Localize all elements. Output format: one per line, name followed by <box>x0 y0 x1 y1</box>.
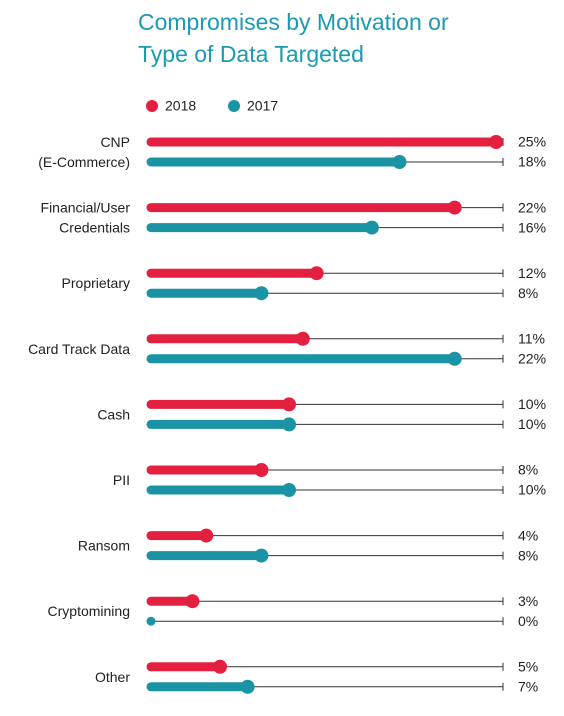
bar-end-dot <box>309 266 324 281</box>
value-label: 4% <box>518 527 538 543</box>
value-label: 8% <box>518 547 538 563</box>
value-label: 10% <box>518 396 546 412</box>
value-label: 3% <box>518 593 538 609</box>
bar-end-dot <box>489 135 504 149</box>
legend-label: 2017 <box>247 98 278 114</box>
chart-title: Compromises by Motivation or Type of Data… <box>138 9 449 67</box>
value-label: 22% <box>518 199 546 215</box>
bar-end-dot <box>295 331 310 346</box>
value-label: 22% <box>518 351 546 367</box>
legend-swatch <box>146 100 158 112</box>
value-label: 0% <box>518 613 538 629</box>
bar-end-dot <box>254 286 269 301</box>
category-label: Proprietary <box>62 275 130 291</box>
value-label: 8% <box>518 285 538 301</box>
category-label: Other <box>95 669 130 685</box>
bar-end-dot <box>392 155 407 169</box>
category-label: PII <box>113 472 130 488</box>
value-label: 7% <box>518 679 538 695</box>
value-label: 25% <box>518 134 546 150</box>
value-label: 8% <box>518 462 538 478</box>
category-label: Financial/User Credentials <box>41 199 131 235</box>
value-label: 18% <box>518 154 546 170</box>
category-label: Cash <box>97 406 130 422</box>
bar-end-dot <box>447 351 462 366</box>
bar-end-dot <box>254 463 269 477</box>
bar-end-dot <box>185 594 200 609</box>
category-label: Ransom <box>78 537 130 553</box>
category-label: Card Track Data <box>28 341 130 357</box>
bar-end-dot <box>364 220 379 235</box>
value-label: 16% <box>518 219 546 235</box>
value-label: 11% <box>518 331 545 347</box>
bar-end-dot <box>199 528 214 543</box>
bar-end-dot <box>282 417 297 432</box>
bar-end-dot <box>254 548 269 563</box>
bar-end-dot <box>447 200 462 215</box>
bar-end-dot <box>240 679 255 694</box>
bar-end-dot <box>282 397 297 412</box>
value-label: 12% <box>518 265 546 281</box>
value-label: 10% <box>518 416 546 432</box>
bar-end-dot <box>213 659 228 674</box>
value-label: 5% <box>518 659 538 675</box>
legend-label: 2018 <box>165 98 196 114</box>
legend-swatch <box>228 100 240 112</box>
value-label: 10% <box>518 482 546 498</box>
category-label: CNP (E-Commerce) <box>38 134 130 170</box>
category-label: Cryptomining <box>48 603 130 619</box>
bar-end-dot <box>282 483 297 497</box>
